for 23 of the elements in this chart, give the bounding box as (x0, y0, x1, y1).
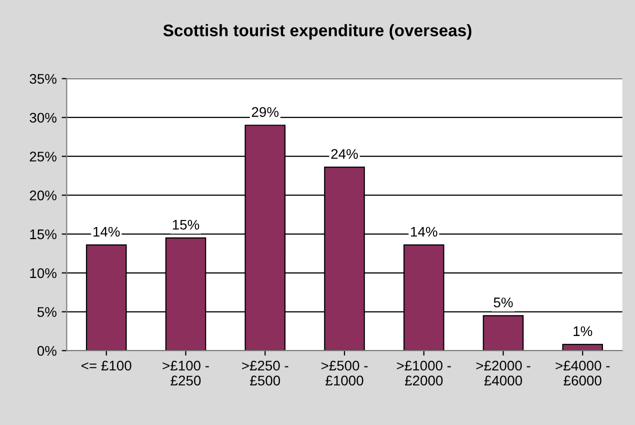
x-tick-label: <= £100 (82, 360, 132, 371)
data-label: 14% (94, 226, 120, 237)
data-label: 29% (252, 107, 279, 117)
x-tick-label: >£1000 - £2000 (396, 360, 451, 386)
y-tick-label: 15% (30, 229, 56, 240)
y-tick-label: 35% (30, 74, 56, 84)
x-tick-label: >£100 - £250 (162, 360, 209, 386)
chart-title: Scottish tourist expenditure (overseas) (163, 24, 472, 40)
y-tick-label: 0% (37, 346, 56, 356)
x-tick-label: >£4000 - £6000 (556, 360, 610, 386)
data-label: 5% (494, 298, 513, 308)
y-tick-label: 30% (30, 112, 56, 123)
data-label: 14% (411, 226, 438, 237)
x-tick-label: >£2000 - £4000 (476, 360, 530, 386)
y-tick-label: 10% (30, 268, 56, 278)
y-tick-label: 20% (30, 190, 56, 200)
x-tick-label: >£250 - £500 (242, 360, 288, 386)
data-label: 1% (574, 326, 592, 336)
data-label: 24% (331, 149, 358, 159)
x-tick-label: >£500 - £1000 (321, 360, 368, 386)
y-tick-label: 25% (30, 152, 56, 162)
data-label: 15% (172, 220, 200, 230)
y-tick-label: 5% (37, 307, 56, 317)
